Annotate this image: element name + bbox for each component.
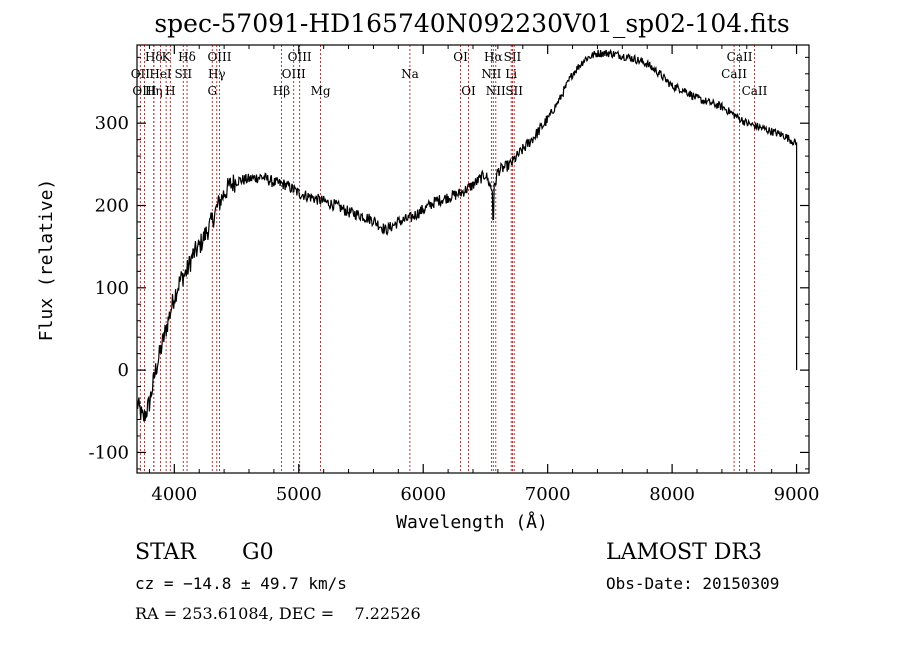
y-tick-label: 300 xyxy=(95,113,129,134)
spectral-line-label: Hδ xyxy=(145,50,163,64)
plot-frame xyxy=(136,44,810,474)
x-axis-ticks: 4000 5000 6000 7000 8000 9000 xyxy=(148,45,820,505)
y-tick-label: -100 xyxy=(89,442,129,463)
x-tick-label: 4000 xyxy=(151,484,197,505)
y-axis-label: Flux (relative) xyxy=(36,179,57,342)
spectral-line-label: SII xyxy=(504,50,522,64)
spectral-line-label: SII xyxy=(505,84,523,98)
spectral-line-label: Hγ xyxy=(208,67,226,81)
spectral-line-label: Na xyxy=(401,67,419,81)
spectral-line-label: G xyxy=(207,84,217,98)
spectral-line-label: OIII xyxy=(207,50,231,64)
spectral-line-markers xyxy=(139,45,755,473)
observation-date: Obs-Date: 20150309 xyxy=(606,574,779,593)
spectral-line-label: Li xyxy=(505,67,517,81)
y-tick-label: 100 xyxy=(95,278,129,299)
spectral-line-label: Hδ xyxy=(178,50,196,64)
spectral-line-label: CaII xyxy=(727,50,753,64)
spectral-line-label: CaII xyxy=(742,84,768,98)
redshift-readout: cz = −14.8 ± 49.7 km/s xyxy=(135,574,347,593)
spectral-line-label: K xyxy=(162,50,172,64)
spectral-line-label: SII xyxy=(174,67,192,81)
x-tick-label: 6000 xyxy=(400,484,446,505)
spectral-line-label: NII xyxy=(486,84,506,98)
spectral-line-label: Hα xyxy=(484,50,503,64)
x-tick-label: 8000 xyxy=(649,484,695,505)
spectral-line-label: OI xyxy=(453,50,468,64)
survey-name: LAMOST DR3 xyxy=(606,540,762,565)
x-tick-label: 9000 xyxy=(774,484,820,505)
x-axis-label: Wavelength (Å) xyxy=(396,511,548,533)
spectral-line-label: OIII xyxy=(282,67,306,81)
y-tick-label: 0 xyxy=(118,360,129,381)
spectral-line-label: CaII xyxy=(721,67,747,81)
spectral-line-label: OIII xyxy=(132,84,156,98)
x-tick-label: 5000 xyxy=(276,484,322,505)
object-subclass: G0 xyxy=(242,540,274,565)
spectral-line-label: Mg xyxy=(311,84,331,98)
spectral-line-label: Hβ xyxy=(273,84,290,98)
spectral-line-label: OI xyxy=(461,84,476,98)
spectral-line-label: H xyxy=(165,84,175,98)
spectral-line-label: Hη xyxy=(145,84,163,98)
spectral-line-label: NII xyxy=(481,67,501,81)
x-tick-label: 7000 xyxy=(525,484,571,505)
spectral-line-label: OIII xyxy=(288,50,312,64)
y-tick-label: 200 xyxy=(95,196,129,217)
chart-title: spec-57091-HD165740N092230V01_sp02-104.f… xyxy=(154,9,789,38)
coordinates-readout: RA = 253.61084, DEC = 7.22526 xyxy=(135,604,421,623)
spectrum-line xyxy=(136,48,798,422)
y-axis-ticks: -100 0 100 200 300 xyxy=(89,56,809,470)
spectral-line-label: HeI xyxy=(149,67,172,81)
object-class: STAR xyxy=(135,540,197,565)
